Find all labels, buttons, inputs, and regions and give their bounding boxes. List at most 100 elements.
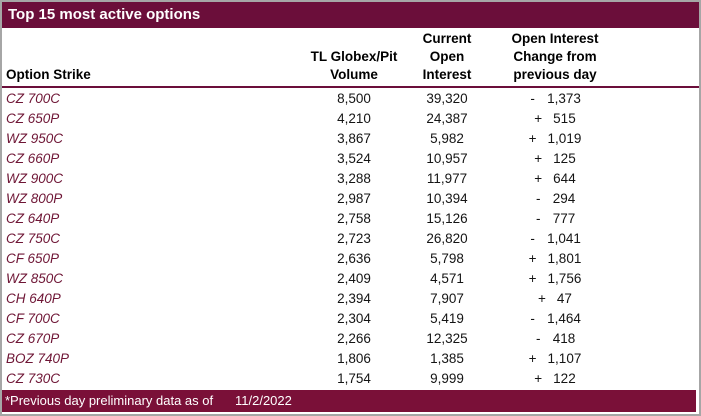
change-sign: + [534, 110, 543, 126]
table-title-bar: Top 15 most active options [2, 2, 699, 28]
volume-cell: 2,723 [337, 230, 371, 246]
table-row: CZ 750C 2,723 26,820 - 1,041 [2, 228, 699, 248]
change-cell: - 777 [490, 211, 620, 226]
change-cell: + 47 [490, 291, 620, 306]
change-sign: + [528, 130, 537, 146]
volume-cell: 2,636 [337, 250, 371, 266]
strike-cell: CF 700C [6, 310, 60, 326]
strike-cell: WZ 800P [6, 190, 63, 206]
volume-cell: 2,758 [337, 210, 371, 226]
column-header-volume: TL Globex/Pit Volume [310, 49, 398, 82]
change-sign: + [534, 370, 543, 386]
change-sign: + [534, 170, 543, 186]
open-interest-cell: 11,977 [426, 170, 468, 186]
open-interest-cell: 9,999 [430, 370, 464, 386]
table-row: CZ 640P 2,758 15,126 - 777 [2, 208, 699, 228]
volume-cell: 2,266 [337, 330, 371, 346]
change-value: 1,107 [547, 350, 582, 366]
open-interest-cell: 12,325 [426, 330, 468, 346]
open-interest-cell: 26,820 [426, 230, 468, 246]
open-interest-cell: 5,798 [430, 250, 464, 266]
change-cell: - 418 [490, 331, 620, 346]
change-value: 125 [553, 150, 576, 166]
change-sign: + [528, 250, 537, 266]
strike-cell: CZ 750C [6, 230, 61, 246]
table-title: Top 15 most active options [8, 6, 201, 23]
open-interest-cell: 7,907 [430, 290, 464, 306]
table-row: CZ 730C 1,754 9,999 + 122 [2, 368, 699, 388]
volume-cell: 3,288 [337, 170, 371, 186]
volume-cell: 8,500 [337, 90, 371, 106]
change-cell: + 1,756 [490, 271, 620, 286]
change-value: 1,041 [547, 230, 581, 246]
as-of-date: 11/2/2022 [235, 393, 292, 408]
strike-cell: CZ 660P [6, 150, 60, 166]
volume-cell: 1,806 [337, 350, 371, 366]
table-row: WZ 850C 2,409 4,571 + 1,756 [2, 268, 699, 288]
table-row: CZ 670P 2,266 12,325 - 418 [2, 328, 699, 348]
change-cell: + 122 [490, 371, 620, 386]
table-row: WZ 950C 3,867 5,982 + 1,019 [2, 128, 699, 148]
open-interest-cell: 10,394 [426, 190, 468, 206]
table-row: WZ 800P 2,987 10,394 - 294 [2, 188, 699, 208]
change-sign: + [528, 270, 537, 286]
column-header-open-interest: Current Open Interest [422, 31, 472, 82]
change-value: 1,373 [547, 90, 581, 106]
table-body: CZ 700C 8,500 39,320 - 1,373 CZ 650P 4,2… [2, 88, 699, 388]
change-value: 1,756 [547, 270, 582, 286]
open-interest-cell: 5,419 [430, 310, 464, 326]
column-header-oi-change: Open Interest Change from previous day [511, 31, 599, 82]
change-sign: - [530, 230, 535, 246]
volume-cell: 3,867 [337, 130, 371, 146]
change-value: 515 [553, 110, 576, 126]
volume-cell: 2,394 [337, 290, 371, 306]
change-cell: + 1,107 [490, 351, 620, 366]
open-interest-cell: 24,387 [426, 110, 468, 126]
column-header-option-strike: Option Strike [6, 67, 91, 82]
change-sign: - [530, 310, 535, 326]
strike-cell: CZ 650P [6, 110, 60, 126]
strike-cell: WZ 850C [6, 270, 64, 286]
change-value: 644 [553, 170, 576, 186]
column-headers: Option Strike TL Globex/Pit Volume Curre… [2, 28, 699, 88]
volume-cell: 3,524 [337, 150, 371, 166]
change-value: 122 [553, 370, 576, 386]
table-row: BOZ 740P 1,806 1,385 + 1,107 [2, 348, 699, 368]
change-sign: - [535, 330, 541, 346]
change-cell: + 1,801 [490, 251, 620, 266]
volume-cell: 2,987 [337, 190, 371, 206]
strike-cell: WZ 900C [6, 170, 64, 186]
volume-cell: 1,754 [337, 370, 371, 386]
change-sign: + [538, 290, 546, 306]
change-value: 294 [552, 190, 576, 206]
change-cell: - 1,373 [490, 91, 620, 106]
change-sign: + [528, 350, 537, 366]
strike-cell: CH 640P [6, 290, 61, 306]
open-interest-cell: 4,571 [430, 270, 464, 286]
open-interest-cell: 5,982 [430, 130, 464, 146]
footnote: *Previous day preliminary data as of [5, 393, 214, 408]
change-cell: - 1,464 [490, 311, 620, 326]
change-sign: - [535, 210, 541, 226]
change-cell: + 644 [490, 171, 620, 186]
change-cell: + 515 [490, 111, 620, 126]
table-row: WZ 900C 3,288 11,977 + 644 [2, 168, 699, 188]
change-sign: + [534, 150, 543, 166]
change-value: 1,464 [547, 310, 581, 326]
table-row: CH 640P 2,394 7,907 + 47 [2, 288, 699, 308]
strike-cell: WZ 950C [6, 130, 64, 146]
open-interest-cell: 15,126 [426, 210, 468, 226]
change-sign: - [530, 90, 535, 106]
strike-cell: CZ 700C [6, 90, 61, 106]
change-cell: + 1,019 [490, 131, 620, 146]
open-interest-cell: 1,385 [430, 350, 464, 366]
strike-cell: CZ 730C [6, 370, 61, 386]
strike-cell: CZ 670P [6, 330, 60, 346]
change-cell: - 1,041 [490, 231, 620, 246]
open-interest-cell: 39,320 [426, 90, 468, 106]
strike-cell: CF 650P [6, 250, 60, 266]
volume-cell: 4,210 [337, 110, 371, 126]
change-sign: - [535, 190, 541, 206]
table-row: CZ 700C 8,500 39,320 - 1,373 [2, 88, 699, 108]
